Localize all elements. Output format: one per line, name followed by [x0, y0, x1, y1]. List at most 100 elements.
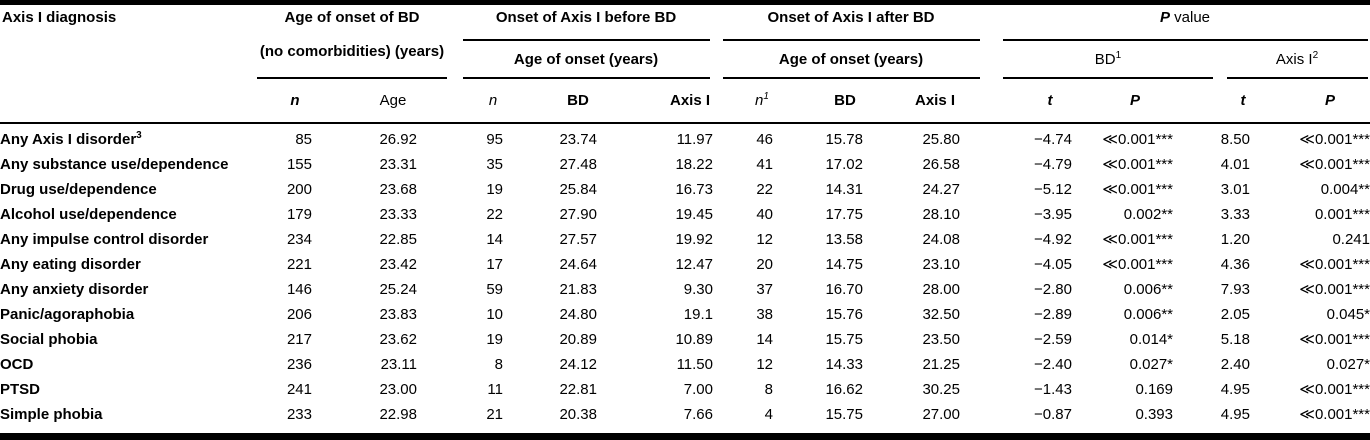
subgroup-bd-label: BD: [1094, 51, 1116, 68]
colhead-t-axis: t: [1240, 92, 1246, 109]
colhead-n-before: n: [488, 92, 498, 109]
cell-p-axis: 0.045*: [1326, 306, 1370, 323]
cell-p-axis: ≪0.001***: [1299, 331, 1370, 348]
cell-t-axis: 5.18: [1220, 331, 1250, 348]
cell-n-before: 17: [486, 256, 503, 273]
cell-bd-before: 22.81: [559, 381, 597, 398]
cell-t-axis: 1.20: [1220, 231, 1250, 248]
cell-n-onset: 146: [286, 281, 312, 298]
p-value-p: P: [1159, 9, 1170, 26]
cell-axis-before: 19.1: [683, 306, 713, 323]
cell-n-before: 22: [486, 206, 503, 223]
table-row: OCD 236 23.11 8 24.12 11.50 12 14.33 21.…: [0, 352, 1370, 377]
cell-age-onset: 23.42: [379, 256, 417, 273]
cell-t-axis: 3.33: [1220, 206, 1250, 223]
cell-n-before: 14: [486, 231, 503, 248]
cell-t-bd: −4.92: [1034, 231, 1072, 248]
diagnosis-label-cell: Social phobia: [0, 327, 255, 352]
diagnosis-label: Any Axis I disorder: [0, 131, 137, 148]
cell-bd-after: 14.31: [825, 181, 863, 198]
colhead-bd-before: BD: [567, 92, 589, 109]
cell-bd-before: 24.80: [559, 306, 597, 323]
cell-bd-after: 13.58: [825, 231, 863, 248]
cell-bd-before: 21.83: [559, 281, 597, 298]
colhead-axis-after: Axis I: [914, 92, 956, 109]
diagnosis-label-cell: Simple phobia: [0, 402, 255, 427]
cell-age-onset: 26.92: [379, 131, 417, 148]
table-row: Any anxiety disorder 146 25.24 59 21.83 …: [0, 277, 1370, 302]
cell-n-onset: 200: [286, 181, 312, 198]
cell-bd-before: 25.84: [559, 181, 597, 198]
cell-age-onset: 23.83: [379, 306, 417, 323]
cell-n-onset: 85: [295, 131, 312, 148]
cell-bd-before: 20.89: [559, 331, 597, 348]
cell-p-bd: ≪0.001***: [1102, 156, 1173, 173]
cell-axis-after: 25.80: [922, 131, 960, 148]
cell-n-onset: 179: [286, 206, 312, 223]
cell-n-after: 46: [756, 131, 773, 148]
cell-bd-after: 14.75: [825, 256, 863, 273]
cell-bd-before: 20.38: [559, 406, 597, 423]
cell-n-after: 14: [756, 331, 773, 348]
diagnosis-label: Panic/agoraphobia: [0, 306, 135, 323]
cell-n-onset: 206: [286, 306, 312, 323]
diagnosis-label: Any anxiety disorder: [0, 281, 149, 298]
cell-bd-before: 23.74: [559, 131, 597, 148]
cell-t-bd: −2.80: [1034, 281, 1072, 298]
diagnosis-label: Any eating disorder: [0, 256, 141, 273]
cell-p-bd: 0.006**: [1123, 281, 1173, 298]
cell-axis-before: 7.00: [683, 381, 713, 398]
cell-n-onset: 217: [286, 331, 312, 348]
cell-age-onset: 25.24: [379, 281, 417, 298]
colhead-bd-after: BD: [834, 92, 856, 109]
corner-header: Axis I diagnosis: [2, 9, 117, 26]
cell-n-after: 8: [764, 381, 773, 398]
table-row: Social phobia 217 23.62 19 20.89 10.89 1…: [0, 327, 1370, 352]
diagnosis-label: OCD: [0, 356, 34, 373]
cell-axis-before: 18.22: [675, 156, 713, 173]
cell-t-bd: −3.95: [1034, 206, 1072, 223]
table-row: PTSD 241 23.00 11 22.81 7.00 8 16.62 30.…: [0, 377, 1370, 402]
cell-p-axis: 0.241: [1332, 231, 1370, 248]
cell-axis-after: 23.50: [922, 331, 960, 348]
colhead-n-onset: n: [290, 92, 300, 109]
cell-n-before: 8: [494, 356, 503, 373]
diagnosis-label-cell: Any substance use/dependence: [0, 152, 255, 177]
cell-axis-before: 7.66: [683, 406, 713, 423]
rule-after-bd-top: [723, 39, 980, 41]
cell-n-before: 19: [486, 181, 503, 198]
group-onset-bd-line1: Age of onset of BD: [284, 9, 420, 26]
cell-axis-after: 32.50: [922, 306, 960, 323]
cell-t-bd: −4.05: [1034, 256, 1072, 273]
colhead-axis-before: Axis I: [669, 92, 711, 109]
cell-p-bd: 0.393: [1135, 406, 1173, 423]
cell-n-onset: 155: [286, 156, 312, 173]
cell-t-bd: −4.79: [1034, 156, 1072, 173]
cell-t-axis: 2.40: [1220, 356, 1250, 373]
colhead-t-bd: t: [1047, 92, 1053, 109]
cell-bd-after: 15.75: [825, 331, 863, 348]
cell-t-axis: 4.95: [1220, 406, 1250, 423]
colhead-age-onset: Age: [379, 92, 407, 109]
cell-bd-after: 16.70: [825, 281, 863, 298]
cell-bd-before: 24.64: [559, 256, 597, 273]
diagnosis-label: Drug use/dependence: [0, 181, 157, 198]
cell-axis-before: 16.73: [675, 181, 713, 198]
cell-p-axis: ≪0.001***: [1299, 406, 1370, 423]
rule-sub-bd: [1003, 77, 1213, 79]
cell-bd-after: 16.62: [825, 381, 863, 398]
cell-t-bd: −1.43: [1034, 381, 1072, 398]
diagnosis-label: Social phobia: [0, 331, 98, 348]
cell-n-after: 41: [756, 156, 773, 173]
diagnosis-superscript: 3: [136, 130, 142, 141]
group-onset-bd-line2: (no comorbidities) (years): [259, 43, 445, 60]
table-row: Any impulse control disorder 234 22.85 1…: [0, 227, 1370, 252]
group-p-value: P value: [1160, 9, 1210, 27]
diagnosis-label-cell: Alcohol use/dependence: [0, 202, 255, 227]
cell-p-axis: ≪0.001***: [1299, 281, 1370, 298]
cell-n-before: 21: [486, 406, 503, 423]
diagnosis-label: PTSD: [0, 381, 41, 398]
cell-axis-before: 10.89: [675, 331, 713, 348]
cell-p-bd: 0.014*: [1129, 331, 1173, 348]
cell-n-onset: 241: [286, 381, 312, 398]
